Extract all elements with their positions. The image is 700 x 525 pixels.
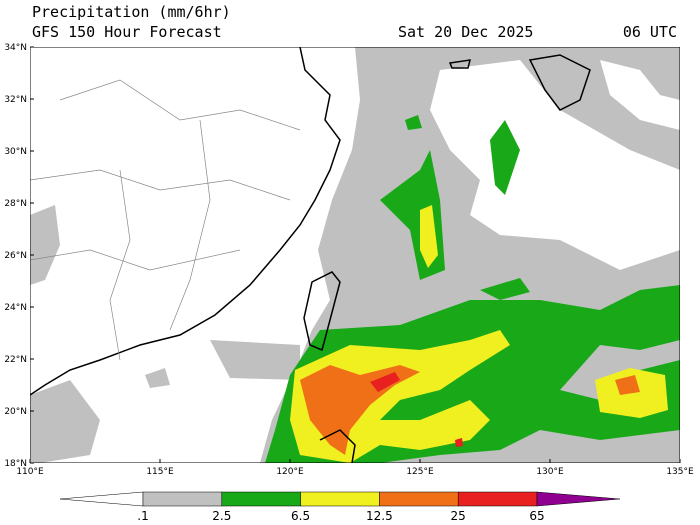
lon-label: 130°E — [536, 467, 564, 477]
colorbar-label: 2.5 — [212, 509, 231, 523]
lon-label: 110°E — [16, 467, 44, 477]
lon-label: 135°E — [666, 467, 694, 477]
lon-label: 120°E — [276, 467, 304, 477]
lat-label: 18°N — [4, 459, 27, 469]
colorbar-min — [59, 491, 144, 507]
lat-label: 22°N — [4, 355, 27, 365]
lat-label: 20°N — [4, 407, 27, 417]
time: 06 UTC — [623, 23, 677, 41]
map-area — [30, 47, 680, 463]
colorbar: .1 2.5 6.5 12.5 25 65 — [59, 491, 621, 523]
lat-label: 34°N — [4, 43, 27, 53]
colorbar-segment — [142, 491, 223, 507]
lon-label: 125°E — [406, 467, 434, 477]
colorbar-label: 6.5 — [291, 509, 310, 523]
colorbar-label: 65 — [529, 509, 544, 523]
title: Precipitation (mm/6hr) — [32, 3, 231, 21]
colorbar-label: .1 — [137, 509, 148, 523]
colorbar-segment — [221, 491, 301, 507]
colorbar-segment — [300, 491, 380, 507]
lat-label: 26°N — [4, 251, 27, 261]
colorbar-segment — [457, 491, 538, 507]
subtitle: GFS 150 Hour Forecast — [32, 23, 222, 41]
lat-label: 28°N — [4, 199, 27, 209]
lat-label: 32°N — [4, 95, 27, 105]
axes: 34°N 32°N 30°N 28°N 26°N 24°N 22°N 20°N 18°N110°… — [4, 43, 694, 477]
colorbar-label: 25 — [451, 509, 466, 523]
colorbar-segment — [379, 491, 459, 507]
lon-label: 115°E — [146, 467, 174, 477]
lat-label: 30°N — [4, 147, 27, 157]
colorbar-max — [536, 491, 621, 507]
colorbar-label: 12.5 — [366, 509, 393, 523]
lat-label: 24°N — [4, 303, 27, 313]
date: Sat 20 Dec 2025 — [398, 23, 533, 41]
